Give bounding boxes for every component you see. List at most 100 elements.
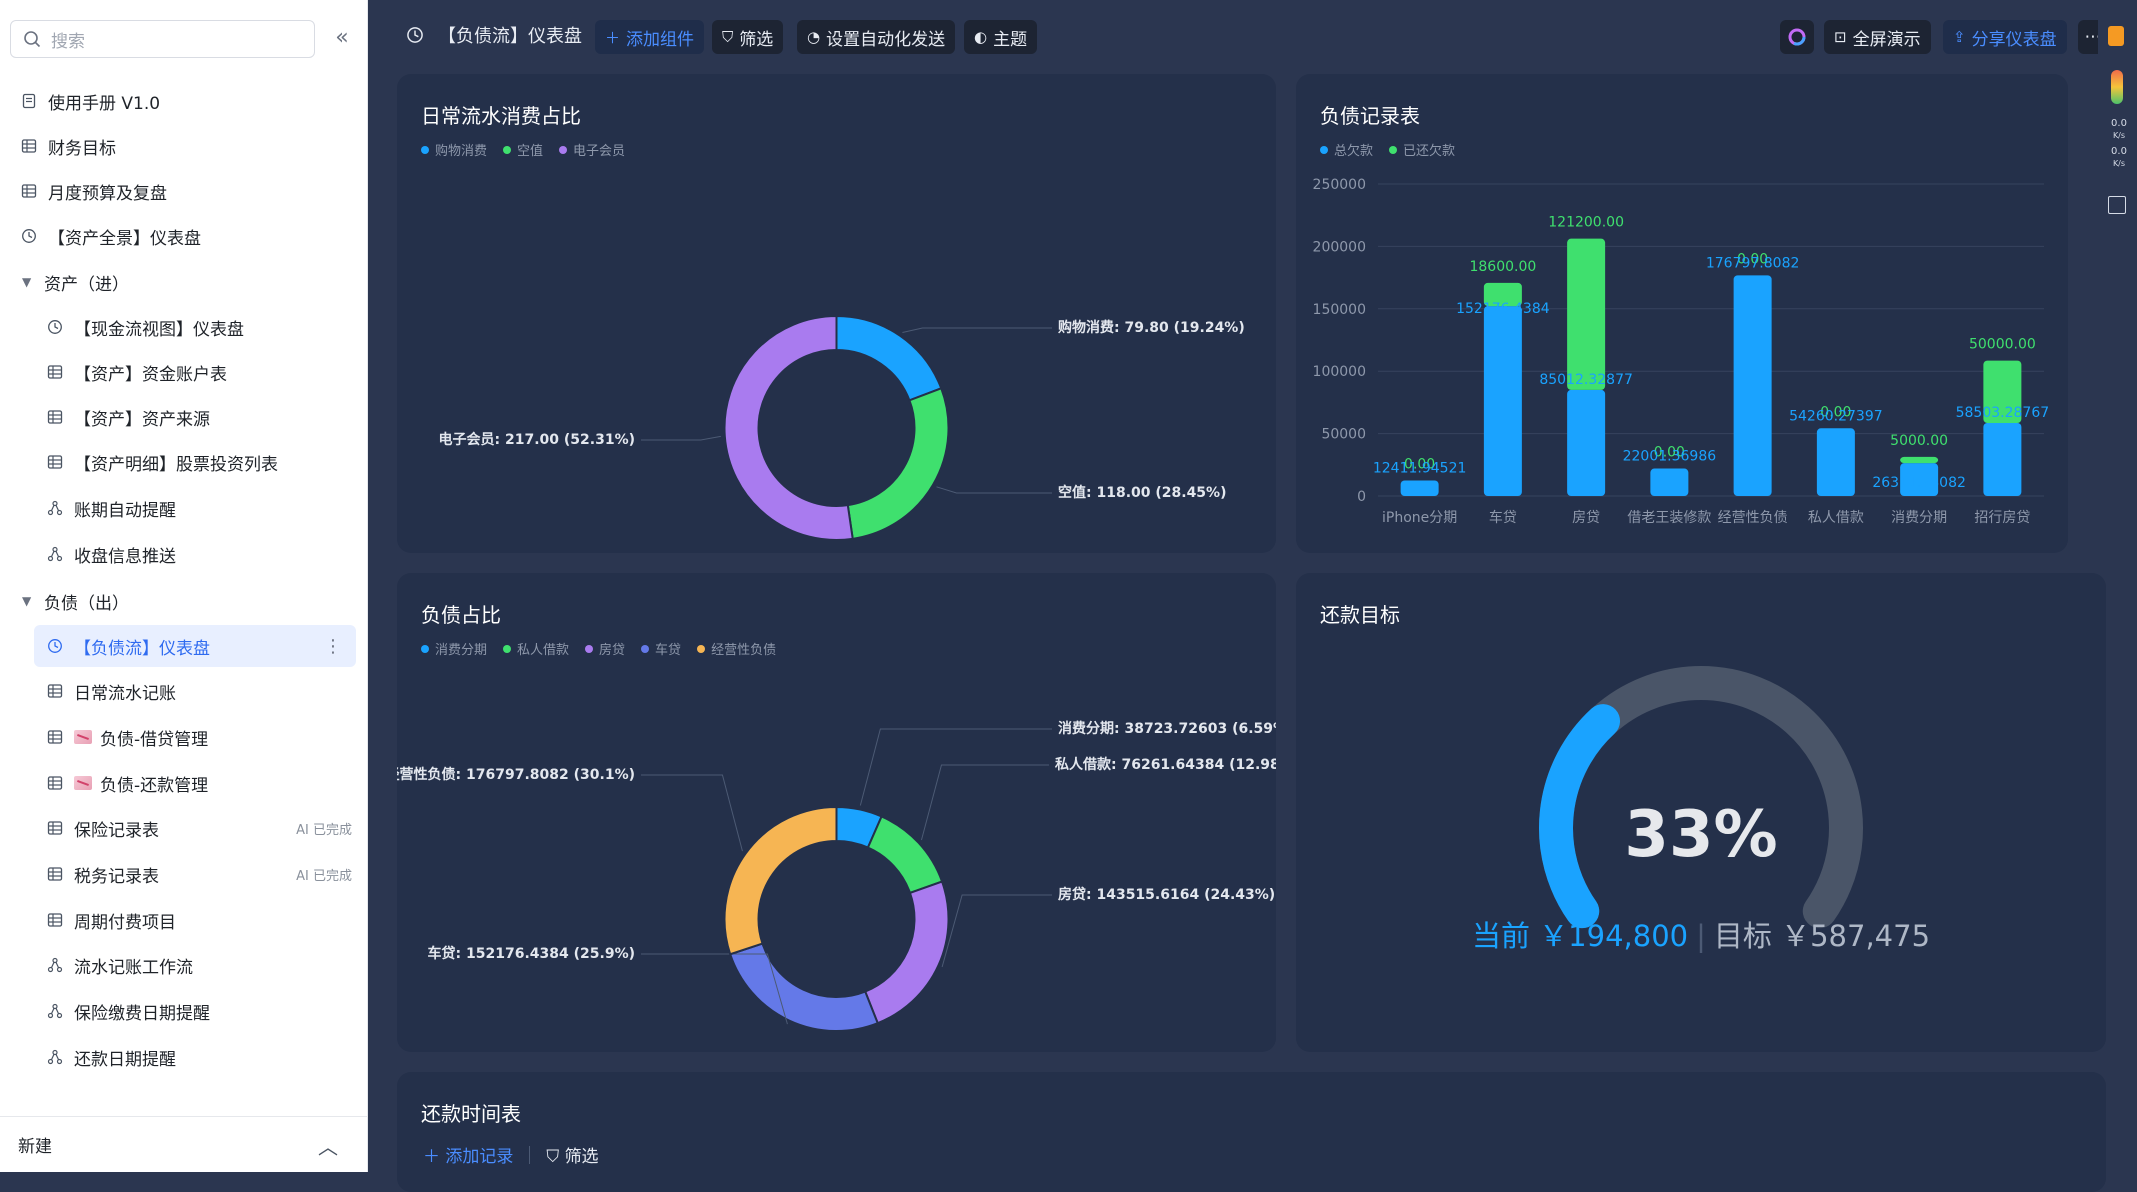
search-icon: [24, 31, 41, 48]
legend-dot: [421, 145, 429, 154]
sidebar-item-billing-reminder[interactable]: 账期自动提醒: [0, 487, 368, 529]
ai-status-tag: AI 已完成: [296, 822, 352, 838]
sidebar-item-label: 周期付费项目: [74, 912, 176, 933]
ai-assistant-button[interactable]: [1780, 20, 1814, 54]
automation-button[interactable]: ◔ 设置自动化发送: [797, 20, 956, 54]
collapse-sidebar-icon[interactable]: «: [335, 25, 349, 50]
sidebar-item-asset-dashboard[interactable]: 【资产全景】仪表盘: [0, 215, 368, 257]
liability-bar-chart: 0500001000001500002000002500000.0012411.…: [1313, 177, 2050, 526]
chart-down-emoji-icon: [74, 730, 92, 744]
sidebar-item-repayment-management[interactable]: 负债-还款管理: [0, 762, 368, 804]
sidebar-group-liabilities[interactable]: ▼ 负债（出）: [0, 580, 368, 622]
more-options-icon[interactable]: ⋮: [324, 635, 342, 657]
legend-item[interactable]: 车贷: [641, 639, 681, 658]
legend-item[interactable]: 电子会员: [559, 140, 625, 159]
y-tick-label: 50000: [1321, 427, 1366, 443]
chevron-up-icon[interactable]: ︿: [318, 1135, 338, 1159]
sidebar-item-asset-sources[interactable]: 【资产】资产来源: [0, 396, 368, 438]
sidebar-item-closing-push[interactable]: 收盘信息推送: [0, 533, 368, 575]
sidebar-group-label: 负债（出）: [44, 593, 129, 614]
card-liability-records: 负债记录表 总欠款 已还欠款 0 50000 100000 150000 200000 2…: [1296, 74, 2068, 553]
legend-item[interactable]: 已还欠款: [1389, 140, 1455, 159]
chart-down-emoji-icon: [74, 776, 92, 790]
sidebar-item-manual[interactable]: 使用手册 V1.0: [0, 80, 368, 122]
sidebar-item-insurance-reminder[interactable]: 保险缴费日期提醒: [0, 990, 368, 1032]
label-leader-line: [902, 327, 1052, 334]
legend-item[interactable]: 总欠款: [1320, 140, 1373, 159]
bar-value-label: 152176.4384: [1456, 301, 1550, 317]
legend-item[interactable]: 空值: [503, 140, 543, 159]
fullscreen-label: 全屏演示: [1852, 29, 1921, 50]
add-record-button[interactable]: ＋ 添加记录: [423, 1147, 514, 1167]
workflow-icon: [46, 956, 64, 974]
add-record-label: 添加记录: [445, 1147, 514, 1167]
table-icon: [46, 363, 64, 381]
card-title: 日常流水消费占比: [421, 104, 581, 128]
legend-item[interactable]: 经营性负债: [697, 639, 776, 658]
sidebar-item-recurring[interactable]: 周期付费项目: [0, 899, 368, 941]
screenshot-icon[interactable]: [2108, 196, 2126, 214]
donut-slice: [728, 942, 880, 1032]
x-tick-label: 招行房贷: [1974, 510, 2030, 526]
presentation-icon: ⊡: [1834, 28, 1847, 46]
divider: [529, 1145, 531, 1164]
slice-label: 购物消费: 79.80 (19.24%): [1058, 319, 1245, 336]
sidebar-group-assets[interactable]: ▼ 资产（进）: [0, 261, 368, 303]
slice-label: 电子会员: 217.00 (52.31%): [439, 431, 635, 448]
chart-legend: 购物消费 空值 电子会员: [421, 140, 625, 159]
automation-label: 设置自动化发送: [826, 29, 946, 50]
bar-value-label: 26311.78082: [1872, 475, 1966, 491]
sidebar-item-stock-list[interactable]: 【资产明细】股票投资列表: [0, 441, 368, 483]
sidebar-item-daily-ledger[interactable]: 日常流水记账: [0, 670, 368, 712]
sidebar-item-budget[interactable]: 月度预算及复盘: [0, 170, 368, 212]
legend-label: 购物消费: [435, 144, 488, 159]
slice-label: 车贷: 152176.4384 (25.9%): [428, 945, 635, 962]
sidebar-item-ledger-workflow[interactable]: 流水记账工作流: [0, 944, 368, 986]
bookmark-icon[interactable]: [2108, 26, 2124, 46]
table-icon: [46, 819, 64, 837]
chart-legend: 总欠款 已还欠款: [1320, 140, 1455, 159]
legend-item[interactable]: 消费分期: [421, 639, 487, 658]
battery-gauge-icon: [2111, 70, 2123, 104]
legend-item[interactable]: 房贷: [585, 639, 625, 658]
legend-item[interactable]: 购物消费: [421, 140, 487, 159]
card-repayment-schedule: 还款时间表 ＋ 添加记录 ⛉ 筛选: [397, 1072, 2106, 1192]
new-item-button[interactable]: 新建 ︿: [0, 1116, 368, 1172]
table-icon: [46, 453, 64, 471]
sidebar-item-insurance[interactable]: 保险记录表 AI 已完成: [0, 807, 368, 849]
share-button[interactable]: ⇪ 分享仪表盘: [1943, 20, 2067, 54]
sidebar-item-label: 【资产明细】股票投资列表: [74, 454, 278, 475]
sidebar-item-fund-accounts[interactable]: 【资产】资金账户表: [0, 351, 368, 393]
search-input[interactable]: 搜索: [10, 20, 315, 58]
y-tick-label: 0: [1357, 489, 1366, 505]
donut-slice: [866, 815, 944, 895]
theme-button[interactable]: ◐ 主题: [964, 20, 1038, 54]
sidebar-item-label: 账期自动提醒: [74, 500, 176, 521]
sidebar-item-loan-management[interactable]: 负债-借贷管理: [0, 716, 368, 758]
legend-dot: [559, 145, 568, 154]
sidebar-item-label: 【现金流视图】仪表盘: [74, 319, 244, 340]
filter-button[interactable]: ⛉ 筛选: [712, 20, 784, 54]
fullscreen-button[interactable]: ⊡ 全屏演示: [1824, 20, 1931, 54]
sidebar-item-label: 负债-还款管理: [100, 775, 209, 796]
dashboard-icon: [46, 637, 64, 655]
schedule-filter-button[interactable]: ⛉ 筛选: [546, 1142, 598, 1167]
sidebar-item-repayment-reminder[interactable]: 还款日期提醒: [0, 1036, 368, 1078]
bar-repaid: [1900, 456, 1939, 464]
gauge-percent: 33%: [1624, 798, 1778, 872]
bar-value-label: 58503.28767: [1956, 405, 2050, 421]
card-title: 负债占比: [421, 603, 501, 627]
sidebar-item-cashflow-dashboard[interactable]: 【现金流视图】仪表盘: [0, 306, 368, 348]
sidebar-item-finance-goal[interactable]: 财务目标: [0, 125, 368, 167]
table-icon: [20, 182, 38, 200]
card-title: 负债记录表: [1320, 104, 1420, 128]
caret-down-icon: ▼: [22, 594, 32, 608]
x-tick-label: 房贷: [1572, 510, 1600, 526]
bar-value-label: 0.00: [1404, 457, 1435, 473]
workflow-icon: [46, 545, 64, 563]
sidebar-item-tax[interactable]: 税务记录表 AI 已完成: [0, 853, 368, 895]
add-widget-button[interactable]: ＋ 添加组件: [595, 20, 705, 54]
sidebar-item-liability-dashboard[interactable]: 【负债流】仪表盘 ⋮: [34, 625, 356, 667]
legend-item[interactable]: 私人借款: [503, 639, 569, 658]
download-speed: 0.0: [2111, 146, 2127, 157]
